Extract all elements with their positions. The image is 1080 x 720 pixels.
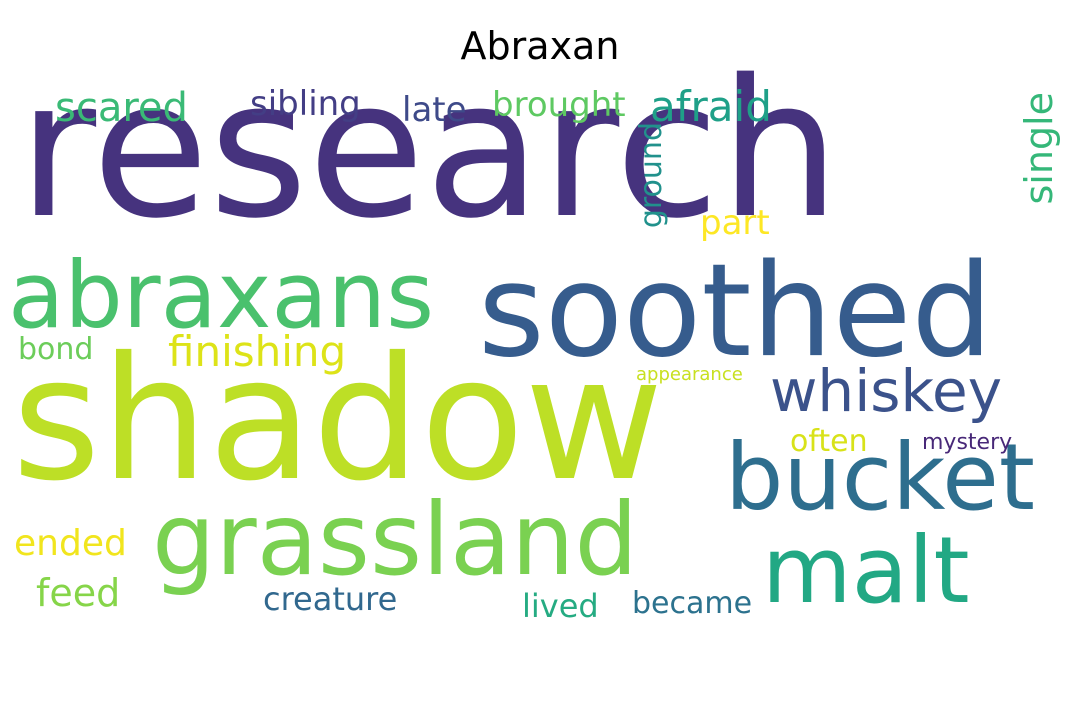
cloud-word-shadow: shadow — [12, 321, 664, 519]
cloud-word-afraid: afraid — [650, 82, 772, 131]
cloud-word-research: research — [18, 39, 840, 260]
cloud-word-late: late — [402, 90, 467, 130]
cloud-word-whiskey: whiskey — [770, 357, 1003, 425]
cloud-word-finishing: finishing — [168, 327, 347, 376]
cloud-word-malt: malt — [762, 517, 970, 624]
cloud-word-grassland: grassland — [152, 481, 638, 598]
cloud-word-mystery: mystery — [922, 430, 1013, 455]
cloud-word-ground: ground — [634, 122, 669, 229]
cloud-word-often: often — [790, 424, 868, 459]
cloud-word-bond: bond — [18, 332, 94, 367]
cloud-word-became: became — [632, 586, 753, 621]
cloud-word-soothed: soothed — [478, 237, 993, 386]
cloud-word-single: single — [1017, 92, 1061, 205]
cloud-word-part: part — [700, 203, 770, 243]
cloud-word-creature: creature — [263, 580, 398, 618]
cloud-word-brought: brought — [492, 85, 626, 125]
cloud-word-ended: ended — [14, 523, 127, 564]
chart-title: Abraxan — [460, 24, 620, 68]
cloud-word-abraxans: abraxans — [8, 242, 435, 349]
cloud-word-feed: feed — [36, 571, 121, 615]
cloud-word-appearance: appearance — [636, 364, 743, 385]
cloud-word-scared: scared — [55, 85, 188, 131]
cloud-word-bucket: bucket — [725, 424, 1035, 531]
cloud-word-lived: lived — [522, 587, 599, 625]
cloud-word-sibling: sibling — [250, 84, 361, 124]
